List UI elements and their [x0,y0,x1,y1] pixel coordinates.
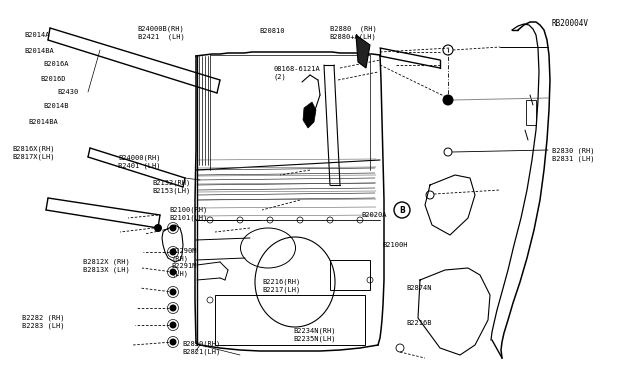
Text: B2880  (RH)
B2880+A(LH): B2880 (RH) B2880+A(LH) [330,26,376,40]
Text: B2216B: B2216B [406,320,432,326]
Text: B2234N(RH)
B2235N(LH): B2234N(RH) B2235N(LH) [293,328,335,342]
Circle shape [170,224,177,231]
Text: B2282 (RH)
B2283 (LH): B2282 (RH) B2283 (LH) [22,315,65,329]
Text: B2830 (RH)
B2831 (LH): B2830 (RH) B2831 (LH) [552,147,594,161]
Text: B2816X(RH)
B2817X(LH): B2816X(RH) B2817X(LH) [13,145,55,160]
Text: B2014B: B2014B [44,103,69,109]
Text: B: B [399,205,405,215]
Text: B2014A: B2014A [24,32,50,38]
Text: B2216(RH)
B2217(LH): B2216(RH) B2217(LH) [262,279,301,293]
Text: B2290M
(RH)
B2291M
(LH): B2290M (RH) B2291M (LH) [172,247,197,277]
Bar [215,295,365,345]
Text: B2100(RH)
B2101(LH): B2100(RH) B2101(LH) [170,207,208,221]
Text: B2812X (RH)
B2813X (LH): B2812X (RH) B2813X (LH) [83,259,130,273]
Text: B24000(RH)
B2401 (LH): B24000(RH) B2401 (LH) [118,155,161,169]
Circle shape [170,289,177,295]
Text: B24000B(RH)
B2421  (LH): B24000B(RH) B2421 (LH) [138,26,184,40]
Text: B20810: B20810 [259,28,285,33]
Bar [330,260,370,290]
Text: RB20004V: RB20004V [552,19,589,28]
Text: B2016D: B2016D [40,76,66,82]
Text: B2820(RH)
B2821(LH): B2820(RH) B2821(LH) [182,341,221,355]
Circle shape [442,94,454,106]
Circle shape [170,248,177,256]
Text: B2874N: B2874N [406,285,432,291]
Circle shape [170,305,177,311]
Text: B2132(RH)
B2153(LH): B2132(RH) B2153(LH) [152,180,191,194]
Bar [526,100,536,125]
Text: B2016A: B2016A [44,61,69,67]
Circle shape [170,339,177,346]
Circle shape [170,321,177,328]
Polygon shape [356,35,370,68]
Text: B2100H: B2100H [382,242,408,248]
Circle shape [154,224,162,232]
Text: B2020A: B2020A [362,212,387,218]
Polygon shape [303,102,316,128]
Text: B2430: B2430 [58,89,79,95]
Text: B2014BA: B2014BA [24,48,54,54]
Circle shape [170,269,177,276]
Text: B2014BA: B2014BA [29,119,58,125]
Text: 08168-6121A
(2): 08168-6121A (2) [274,65,321,80]
